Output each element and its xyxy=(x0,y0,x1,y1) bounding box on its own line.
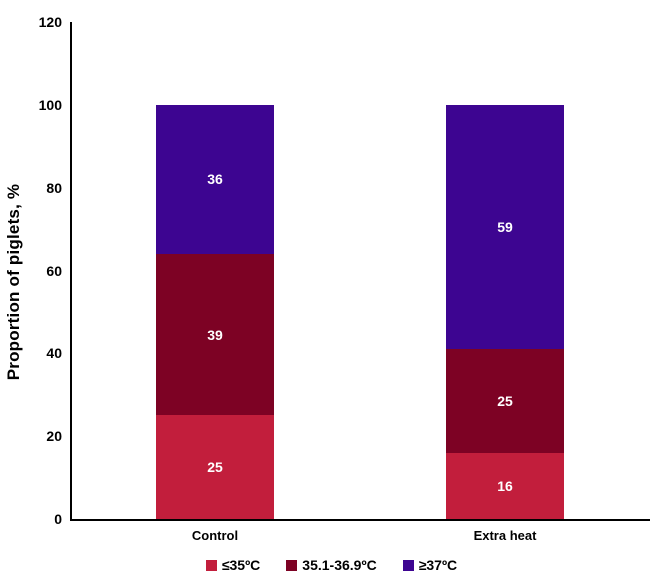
x-axis-line xyxy=(70,519,650,521)
y-tick-label: 120 xyxy=(38,14,62,30)
legend-swatch-icon xyxy=(402,559,414,571)
segment-value-label: 25 xyxy=(497,392,513,409)
bar-segment: 59 xyxy=(446,104,564,350)
legend-label: ≥37ºC xyxy=(418,557,458,573)
segment-value-label: 16 xyxy=(497,477,513,494)
legend-label: 35.1-36.9ºC xyxy=(302,557,377,573)
bar-segment: 36 xyxy=(156,104,274,254)
y-tick-label: 40 xyxy=(46,345,62,362)
y-tick-label: 0 xyxy=(54,511,62,527)
y-tick-label: 60 xyxy=(46,262,62,279)
segment-value-label: 59 xyxy=(497,219,513,235)
legend-entry: ≥37ºC xyxy=(402,557,458,573)
legend-entry: 35.1-36.9ºC xyxy=(286,557,377,573)
y-axis-line xyxy=(70,22,72,521)
legend-swatch-icon xyxy=(205,559,217,571)
bar-segment: 39 xyxy=(156,253,274,416)
y-tick-label: 100 xyxy=(38,96,62,113)
legend: ≤35ºC 35.1-36.9ºC ≥37ºC xyxy=(0,557,663,573)
bar-segment: 25 xyxy=(156,415,274,519)
segment-value-label: 36 xyxy=(207,171,223,188)
y-tick-label: 20 xyxy=(46,428,62,445)
x-category-label: Extra heat xyxy=(473,528,537,543)
bar-segment: 16 xyxy=(446,452,564,519)
legend-swatch-icon xyxy=(286,559,298,571)
x-category-label: Control xyxy=(191,528,239,543)
legend-entry: ≤35ºC xyxy=(205,557,261,573)
bar-segment: 25 xyxy=(446,349,564,453)
legend-label: ≤35ºC xyxy=(221,557,261,573)
y-tick-label: 80 xyxy=(46,179,62,196)
segment-value-label: 39 xyxy=(207,326,223,343)
segment-value-label: 25 xyxy=(207,459,223,476)
